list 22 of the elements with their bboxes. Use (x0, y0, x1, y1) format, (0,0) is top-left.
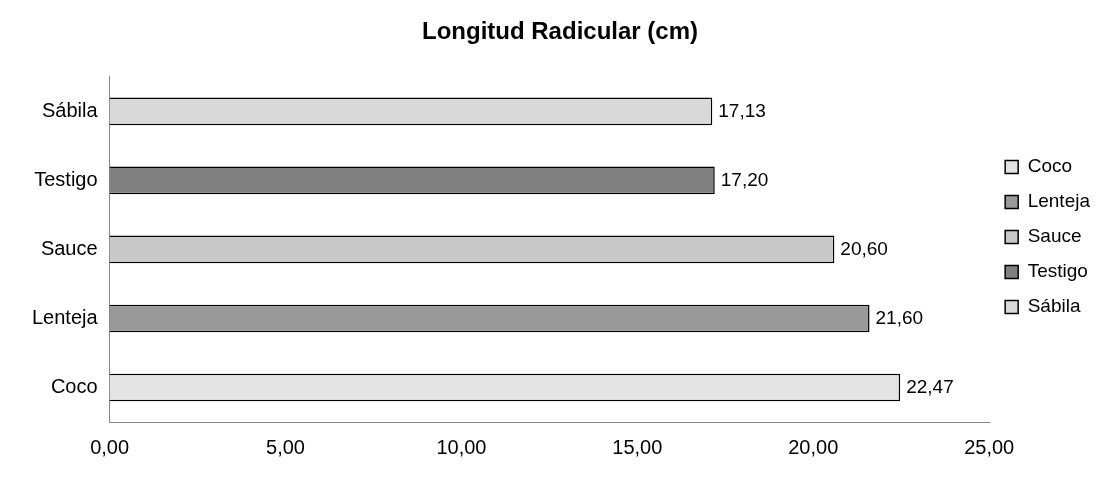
legend-label: Lenteja (1027, 190, 1091, 212)
y-tick-label: Sauce (40, 236, 98, 259)
data-label: 17,13 (718, 99, 766, 121)
y-tick-label: Lenteja (31, 305, 99, 328)
x-tick-label: 15,00 (612, 435, 663, 458)
legend-label: Sábila (1027, 295, 1081, 317)
y-tick-label: Coco (50, 375, 98, 397)
y-tick-label: Sábila (42, 98, 99, 121)
x-tick-label: 25,00 (964, 435, 1015, 458)
data-label: 20,60 (840, 237, 888, 259)
data-label: 22,47 (906, 375, 954, 397)
x-tick-label: 20,00 (788, 435, 839, 458)
data-label: 17,20 (720, 168, 769, 190)
x-tick-label: 0,00 (90, 435, 130, 458)
chart-title: Longitud Radicular (cm) (422, 17, 698, 45)
data-label: 21,60 (875, 306, 924, 328)
x-tick-label: 10,00 (436, 435, 487, 458)
legend-label: Sauce (1027, 225, 1082, 247)
y-tick-label: Testigo (34, 167, 98, 190)
x-tick-label: 5,00 (266, 435, 305, 458)
legend-label: Testigo (1027, 260, 1088, 282)
legend-label: Coco (1027, 155, 1073, 177)
